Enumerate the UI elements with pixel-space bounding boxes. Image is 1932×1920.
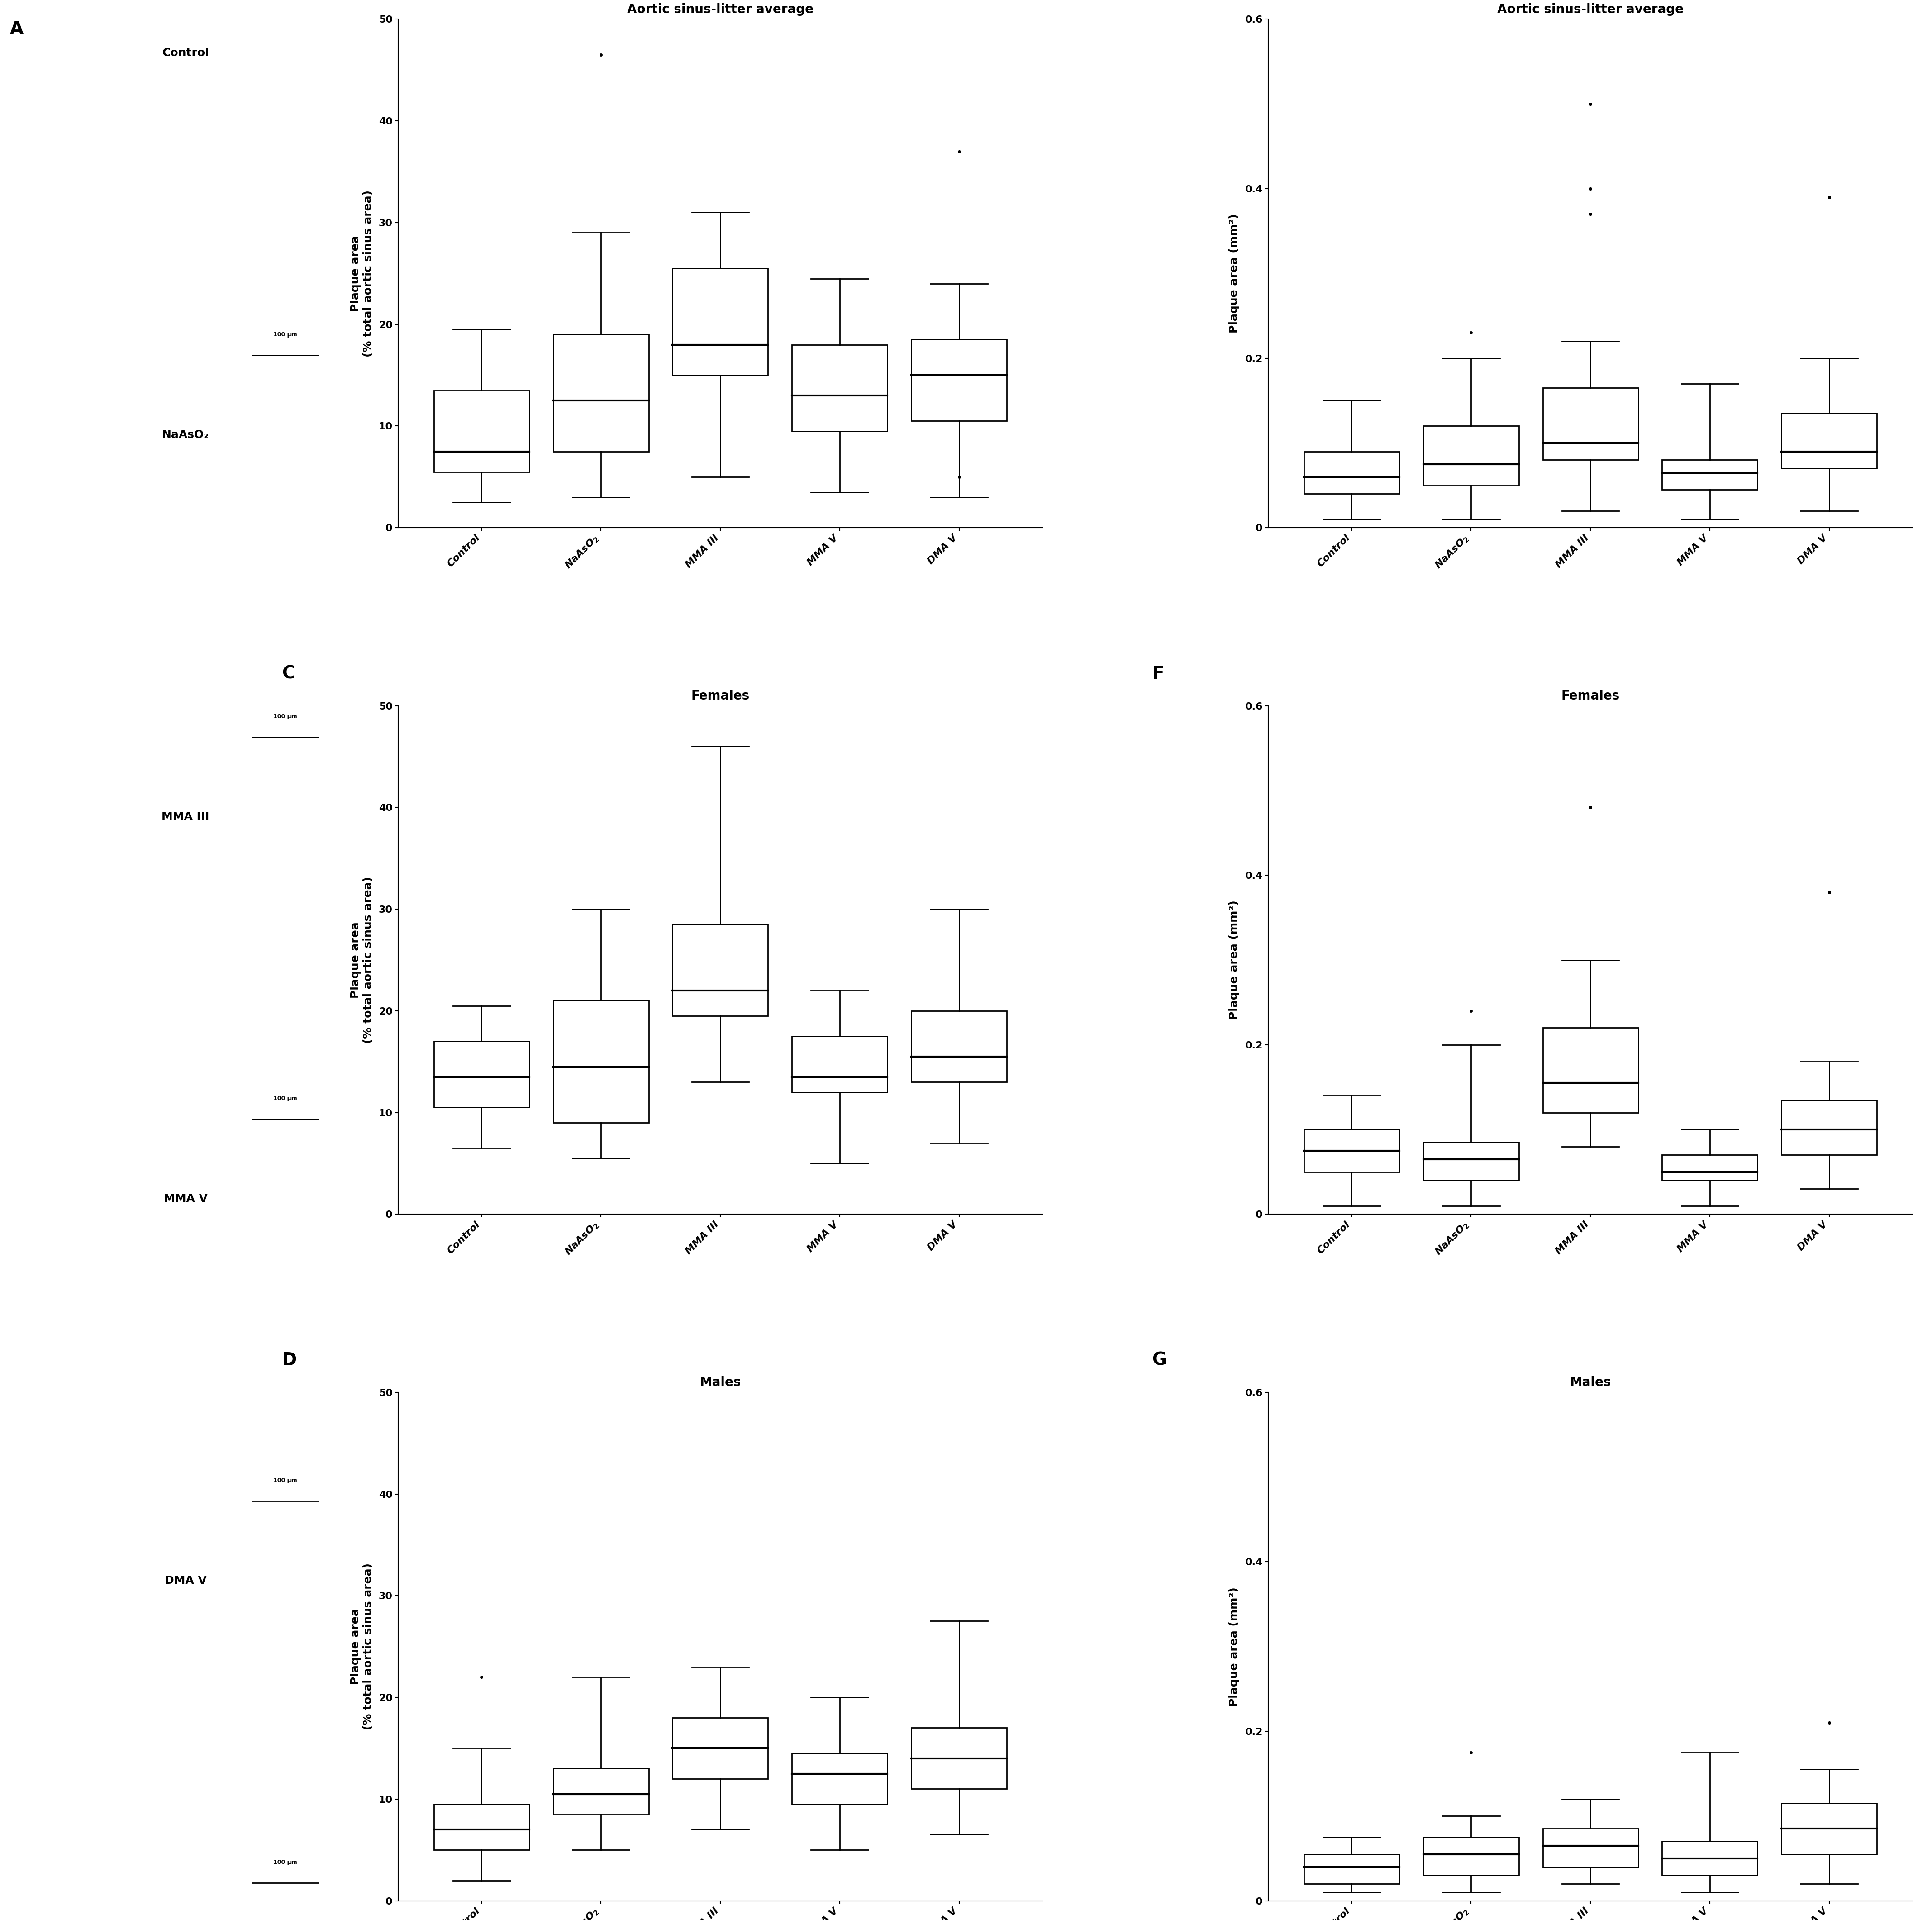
Bar [792, 1753, 887, 1805]
Bar [435, 390, 529, 472]
Title: Females: Females [1561, 689, 1619, 703]
Bar [672, 269, 769, 374]
Bar [672, 1718, 769, 1778]
Bar [1542, 1828, 1638, 1866]
Bar [435, 1041, 529, 1108]
Text: 100 μm: 100 μm [274, 1478, 298, 1484]
Bar [1781, 1100, 1876, 1156]
Bar [1781, 413, 1876, 468]
Bar [553, 334, 649, 451]
Title: Aortic sinus-litter average: Aortic sinus-litter average [628, 4, 813, 15]
Text: DMA V: DMA V [164, 1576, 207, 1586]
Text: 100 μm: 100 μm [274, 714, 298, 720]
Bar [912, 1728, 1007, 1789]
Text: NaAsO₂: NaAsO₂ [162, 430, 209, 440]
Text: C: C [282, 664, 296, 682]
Bar [1542, 388, 1638, 461]
Bar [1662, 1841, 1758, 1876]
Text: 100 μm: 100 μm [274, 332, 298, 338]
Bar [1662, 461, 1758, 490]
Title: Aortic sinus-litter average: Aortic sinus-litter average [1497, 4, 1683, 15]
Y-axis label: Plaque area (mm²): Plaque area (mm²) [1229, 213, 1240, 334]
Bar [435, 1805, 529, 1851]
Title: Females: Females [692, 689, 750, 703]
Bar [792, 346, 887, 432]
Y-axis label: Plaque area
(% total aortic sinus area): Plaque area (% total aortic sinus area) [350, 1563, 373, 1730]
Text: 100 μm: 100 μm [274, 1860, 298, 1866]
Bar [792, 1037, 887, 1092]
Y-axis label: Plaque area
(% total aortic sinus area): Plaque area (% total aortic sinus area) [350, 190, 373, 357]
Text: G: G [1151, 1352, 1167, 1369]
Bar [1424, 426, 1519, 486]
Text: MMA V: MMA V [164, 1194, 207, 1204]
Text: F: F [1151, 664, 1165, 682]
Bar [1304, 451, 1399, 493]
Text: MMA III: MMA III [162, 812, 209, 822]
Text: A: A [10, 21, 23, 36]
Bar [1304, 1129, 1399, 1171]
Text: Control: Control [162, 48, 209, 58]
Bar [912, 340, 1007, 420]
Bar [553, 1000, 649, 1123]
Y-axis label: Plaque area (mm²): Plaque area (mm²) [1229, 900, 1240, 1020]
Bar [912, 1010, 1007, 1083]
Y-axis label: Plaque area
(% total aortic sinus area): Plaque area (% total aortic sinus area) [350, 877, 373, 1043]
Bar [1781, 1803, 1876, 1855]
Title: Males: Males [699, 1377, 742, 1388]
Bar [1304, 1855, 1399, 1884]
Bar [672, 924, 769, 1016]
Bar [1424, 1837, 1519, 1876]
Bar [1542, 1027, 1638, 1112]
Y-axis label: Plaque area (mm²): Plaque area (mm²) [1229, 1586, 1240, 1707]
Bar [553, 1768, 649, 1814]
Text: D: D [282, 1352, 298, 1369]
Text: 100 μm: 100 μm [274, 1096, 298, 1102]
Bar [1424, 1142, 1519, 1181]
Bar [1662, 1156, 1758, 1181]
Title: Males: Males [1569, 1377, 1611, 1388]
